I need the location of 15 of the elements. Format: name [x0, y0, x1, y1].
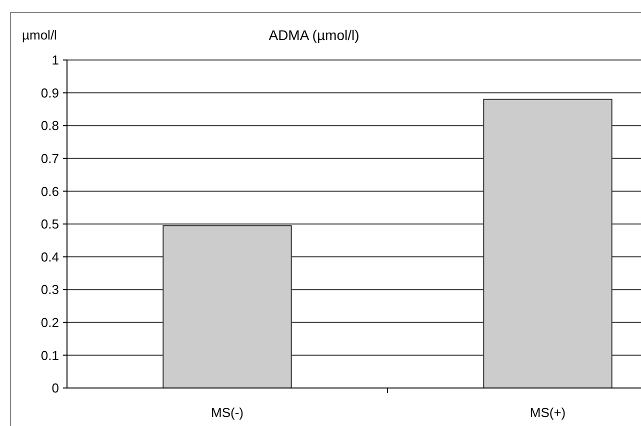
x-tick-label: MS(-): [211, 405, 244, 420]
y-tick-label: 0.9: [40, 85, 59, 100]
y-tick-label: 1: [52, 52, 59, 68]
y-axis-title: µmol/l: [22, 28, 58, 43]
y-tick-label: 0.4: [40, 249, 59, 264]
y-tick-label: 0.6: [40, 184, 59, 199]
y-tick-label: 0.1: [40, 348, 59, 363]
y-tick-label: 0.8: [40, 118, 59, 134]
y-tick-label: 0: [52, 380, 59, 396]
y-tick-label: 0.2: [40, 314, 59, 330]
x-tick-label: MS(+): [530, 405, 566, 420]
chart-title: ADMA (µmol/l): [268, 26, 360, 43]
y-tick-label: 0.7: [40, 150, 59, 166]
y-tick-label: 0.5: [40, 216, 59, 232]
y-tick-label: 0.3: [40, 282, 59, 298]
